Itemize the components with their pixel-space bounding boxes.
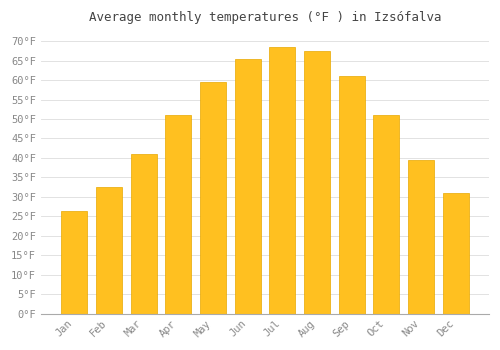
Bar bbox=[166, 115, 192, 314]
Bar bbox=[200, 82, 226, 314]
Bar bbox=[270, 47, 295, 314]
Bar bbox=[373, 115, 399, 314]
Title: Average monthly temperatures (°F ) in Izsófalva: Average monthly temperatures (°F ) in Iz… bbox=[88, 11, 441, 24]
Bar bbox=[442, 193, 468, 314]
Bar bbox=[408, 160, 434, 314]
Bar bbox=[96, 187, 122, 314]
Bar bbox=[62, 210, 88, 314]
Bar bbox=[130, 154, 156, 314]
Bar bbox=[338, 76, 364, 314]
Bar bbox=[234, 59, 260, 314]
Bar bbox=[304, 51, 330, 314]
